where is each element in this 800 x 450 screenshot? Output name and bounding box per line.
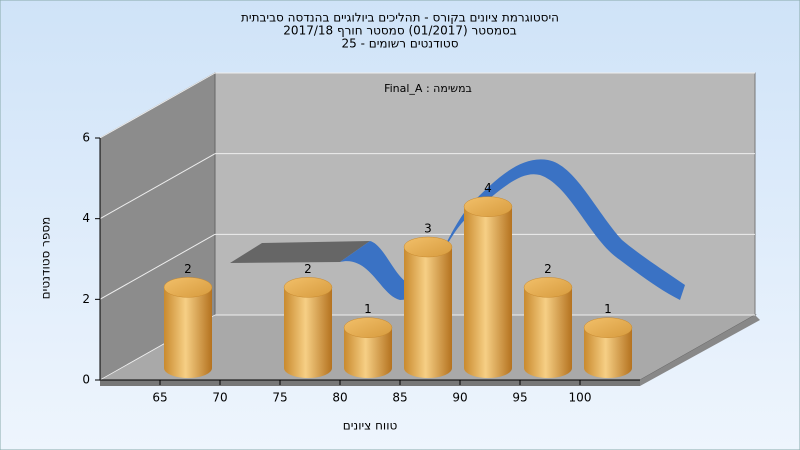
bar: [524, 287, 572, 378]
x-tick-label: 80: [332, 391, 347, 405]
chart-title: היסטוגרמת ציונים בקורס - תהליכים ביולוגי…: [241, 11, 559, 25]
x-tick-label: 85: [392, 391, 407, 405]
chart-subtitle: בסמסטר (01/2017) סמסטר חורף 2017/18: [283, 24, 516, 38]
bar-group: 2: [163, 262, 213, 378]
bar: [584, 327, 632, 378]
value-label: 3: [424, 222, 432, 236]
value-label: 2: [304, 262, 312, 276]
bar-top: [403, 236, 453, 258]
bar-group: 4: [463, 181, 513, 378]
value-label: 2: [544, 262, 552, 276]
bar-top: [583, 317, 633, 338]
x-tick-label: 90: [452, 391, 467, 405]
floor-side: [640, 315, 760, 386]
y-tick-label: 2: [82, 292, 90, 306]
bar-group: 2: [523, 262, 573, 378]
grid-line: [99, 72, 216, 139]
bar: [164, 287, 212, 378]
bar-top: [163, 277, 213, 298]
bar-group: 3: [403, 222, 453, 378]
bar-top: [463, 196, 513, 217]
ribbon-flat: [230, 241, 370, 263]
bar: [344, 327, 392, 378]
y-tick-label: 6: [82, 131, 90, 145]
y-tick-label: 4: [82, 211, 90, 225]
y-tick-label: 0: [82, 373, 90, 387]
x-tick-label: 100: [569, 391, 592, 405]
x-tick-label: 75: [272, 391, 287, 405]
bar-group: 1: [583, 302, 633, 378]
bar: [464, 206, 512, 378]
bar-group: 2: [283, 262, 333, 378]
bar-top: [343, 317, 393, 338]
value-label: 2: [184, 262, 192, 276]
value-label: 1: [364, 302, 372, 316]
x-axis-label: טווח ציונים: [343, 419, 398, 433]
bar: [404, 247, 452, 378]
bar-top: [283, 277, 333, 298]
bar: [284, 287, 332, 378]
annotation: במשימה : Final_A: [384, 82, 472, 95]
x-tick-label: 70: [212, 391, 227, 405]
chart-subtitle: סטודנטים רשומים - 25: [341, 37, 458, 51]
bar-group: 1: [343, 302, 393, 378]
floor-edge: [100, 380, 640, 386]
value-label: 1: [604, 302, 612, 316]
value-label: 4: [484, 181, 492, 195]
x-tick-label: 95: [512, 391, 527, 405]
grid-line: [99, 153, 216, 220]
grid-line: [99, 233, 216, 300]
bar-top: [523, 277, 573, 298]
x-tick-label: 65: [152, 391, 167, 405]
y-axis-label: מספר סטודנטים: [39, 217, 53, 300]
